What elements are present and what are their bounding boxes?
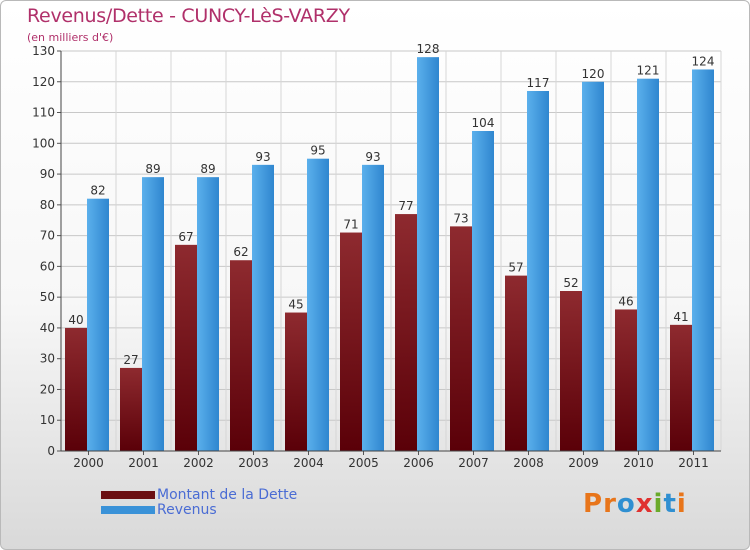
data-label: 41 <box>673 310 688 324</box>
x-tick-label: 2008 <box>513 456 544 470</box>
y-tick-label: 70 <box>40 229 55 243</box>
data-label: 67 <box>178 230 193 244</box>
legend-label-revenus: Revenus <box>157 502 217 518</box>
data-label: 95 <box>310 144 325 158</box>
bar-revenus <box>362 164 384 451</box>
x-tick-label: 2009 <box>568 456 599 470</box>
y-tick-label: 100 <box>32 136 55 150</box>
data-label: 93 <box>255 150 270 164</box>
bar-dette <box>340 232 362 451</box>
chart-title: Revenus/Dette - CUNCY-LèS-VARZY <box>27 5 350 27</box>
legend-swatch-dette <box>101 491 155 499</box>
data-label: 128 <box>417 42 440 56</box>
bar-dette <box>450 226 472 451</box>
legend-label-dette: Montant de la Dette <box>157 487 298 503</box>
data-label: 46 <box>618 294 633 308</box>
logo-letter: t <box>663 489 677 519</box>
logo-letter: i <box>653 489 664 519</box>
y-tick-label: 50 <box>40 290 55 304</box>
logo-letter: i <box>676 489 687 519</box>
bar-dette <box>670 324 692 451</box>
label-layer: 40 82 27 89 67 89 62 93 45 95 71 93 77 128 73 104 57 117 5… <box>68 42 714 367</box>
bar-revenus <box>472 131 494 451</box>
bar-dette <box>505 275 527 451</box>
y-tick-label: 10 <box>40 413 55 427</box>
bar-layer <box>65 57 714 452</box>
bar-dette <box>120 367 142 451</box>
data-label: 77 <box>398 199 413 213</box>
y-tick-label: 110 <box>32 106 55 120</box>
x-tick-label: 2011 <box>678 456 709 470</box>
data-label: 93 <box>365 150 380 164</box>
bar-revenus <box>582 81 604 452</box>
data-label: 124 <box>692 54 715 68</box>
x-tick-label: 2007 <box>458 456 489 470</box>
bar-revenus <box>527 91 549 451</box>
data-label: 89 <box>200 162 215 176</box>
x-tick-label: 2006 <box>403 456 434 470</box>
y-tick-label: 80 <box>40 198 55 212</box>
y-tick-label: 90 <box>40 167 55 181</box>
data-label: 71 <box>343 218 358 232</box>
bar-revenus <box>142 177 164 451</box>
data-label: 89 <box>145 162 160 176</box>
bar-revenus <box>637 78 659 451</box>
y-tick-label: 120 <box>32 75 55 89</box>
logo-letter: r <box>603 489 617 519</box>
logo-letter: P <box>583 489 604 519</box>
data-label: 104 <box>472 116 495 130</box>
bar-revenus <box>87 198 109 451</box>
chart-subtitle: (en milliers d'€) <box>27 31 114 44</box>
y-tick-label: 60 <box>40 259 55 273</box>
bar-dette <box>560 291 582 451</box>
bar-dette <box>65 327 87 451</box>
y-tick-label: 30 <box>40 352 55 366</box>
y-tick-label: 0 <box>47 444 55 458</box>
data-label: 40 <box>68 313 83 327</box>
logo-letter: o <box>616 489 636 519</box>
legend-swatch-revenus <box>101 506 155 514</box>
bar-dette <box>615 309 637 451</box>
y-tick-label: 130 <box>32 44 55 58</box>
bar-revenus <box>417 57 439 452</box>
bar-revenus <box>197 177 219 451</box>
bar-dette <box>395 214 417 451</box>
y-tick-label: 40 <box>40 321 55 335</box>
bar-revenus <box>307 158 329 451</box>
data-label: 52 <box>563 276 578 290</box>
axis-layer: 0 10 20 30 40 50 60 70 80 90 100 110 120 130 2000 2001 2… <box>32 44 721 470</box>
data-label: 57 <box>508 261 523 275</box>
bar-dette <box>285 312 307 451</box>
x-tick-label: 2001 <box>128 456 159 470</box>
data-label: 121 <box>637 64 660 78</box>
x-tick-label: 2000 <box>73 456 104 470</box>
bar-dette <box>230 260 252 451</box>
x-tick-label: 2003 <box>238 456 269 470</box>
x-tick-label: 2005 <box>348 456 379 470</box>
data-label: 45 <box>288 298 303 312</box>
data-label: 120 <box>582 67 605 81</box>
proxiti-logo: Proxiti <box>583 489 687 519</box>
data-label: 82 <box>90 184 105 198</box>
bar-dette <box>175 244 197 451</box>
y-tick-label: 20 <box>40 382 55 396</box>
x-tick-label: 2002 <box>183 456 214 470</box>
bar-revenus <box>252 164 274 451</box>
data-label: 62 <box>233 245 248 259</box>
x-tick-label: 2010 <box>623 456 654 470</box>
bar-revenus <box>692 69 714 451</box>
x-tick-label: 2004 <box>293 456 324 470</box>
logo-letter: x <box>635 489 654 519</box>
data-label: 27 <box>123 353 138 367</box>
data-label: 73 <box>453 211 468 225</box>
data-label: 117 <box>527 76 550 90</box>
